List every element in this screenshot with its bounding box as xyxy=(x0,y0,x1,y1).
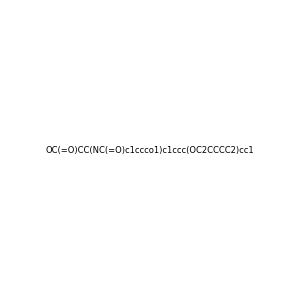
Text: OC(=O)CC(NC(=O)c1ccco1)c1ccc(OC2CCCC2)cc1: OC(=O)CC(NC(=O)c1ccco1)c1ccc(OC2CCCC2)cc… xyxy=(46,146,254,154)
